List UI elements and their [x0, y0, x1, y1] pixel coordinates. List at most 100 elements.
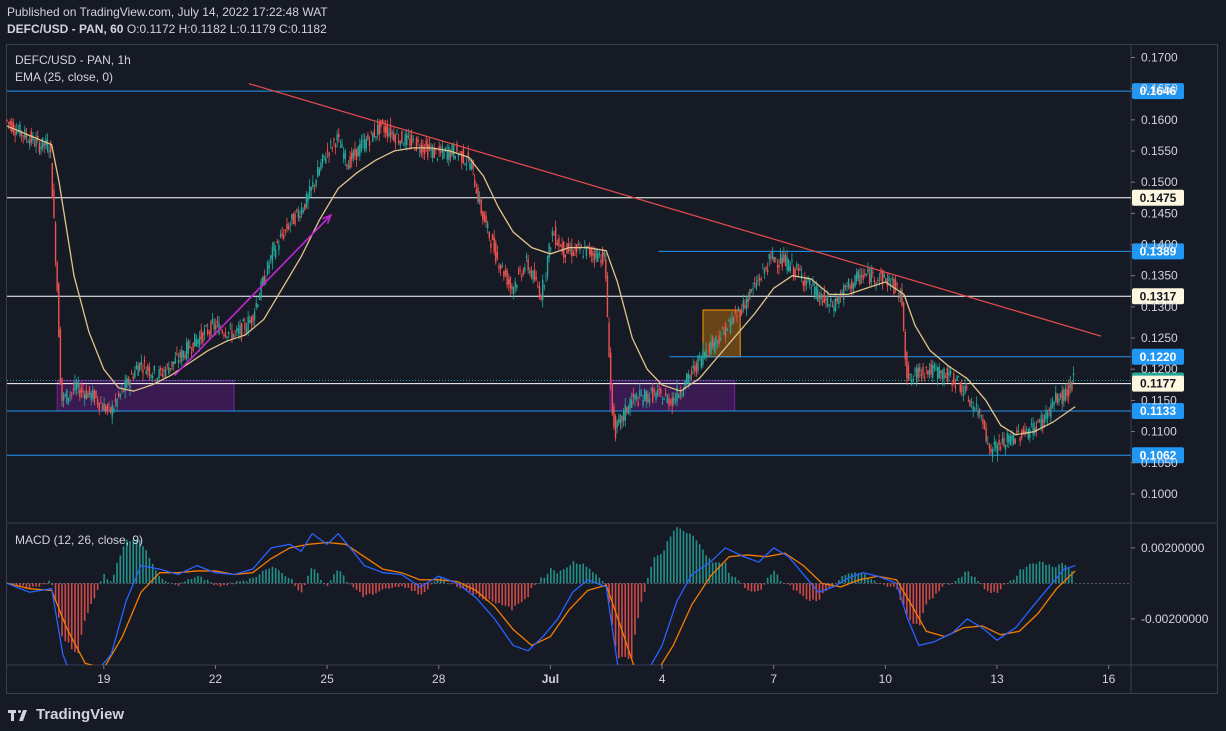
macd-histogram-bar — [125, 539, 128, 584]
macd-histogram-bar — [1051, 566, 1054, 584]
candle-body — [284, 230, 287, 232]
macd-histogram-bar — [1032, 563, 1034, 584]
macd-histogram-bar — [70, 583, 73, 650]
candle-body — [1069, 382, 1072, 388]
candle-body — [436, 158, 439, 160]
candle-body — [571, 245, 573, 257]
candle-body — [268, 264, 270, 269]
candle-body — [878, 277, 881, 279]
candle-body — [912, 379, 915, 381]
candle-body — [572, 252, 575, 256]
open-label: O: — [126, 22, 140, 36]
candle-body — [996, 445, 999, 455]
candle-body — [666, 395, 669, 404]
candle-body — [862, 274, 864, 280]
candle-body — [542, 279, 544, 300]
candle-body — [778, 264, 780, 268]
macd-histogram-bar — [585, 566, 588, 584]
macd-histogram-bar — [592, 572, 594, 584]
candle-body — [823, 291, 826, 303]
candle-body — [786, 256, 788, 271]
candle-body — [990, 448, 992, 452]
candle-body — [490, 243, 492, 248]
candle-body — [1008, 435, 1010, 443]
candle-body — [482, 210, 484, 220]
candle-body — [681, 395, 683, 397]
macd-histogram-bar — [974, 577, 976, 584]
candle-body — [768, 253, 770, 260]
macd-histogram-bar — [873, 580, 876, 584]
candle-body — [137, 365, 139, 376]
candle-body — [279, 234, 282, 238]
zones-layer — [56, 309, 741, 412]
candle-body — [970, 401, 973, 403]
candle-body — [237, 328, 240, 334]
candle-body — [805, 280, 808, 284]
candle-body — [870, 268, 872, 283]
candle-body — [519, 268, 521, 272]
candle-body — [718, 335, 720, 344]
candle-body — [998, 440, 1000, 445]
macd-histogram-bar — [582, 563, 584, 584]
candle-body — [946, 368, 949, 381]
macd-histogram-bar — [867, 577, 869, 584]
candle-body — [174, 357, 177, 364]
candle-body — [585, 246, 588, 256]
macd-histogram-bar — [889, 583, 892, 587]
candle-body — [117, 392, 120, 396]
macd-histogram-bar — [679, 528, 682, 584]
macd-histogram-bar — [103, 573, 105, 584]
candle-body — [74, 381, 76, 391]
candle-body — [399, 141, 401, 146]
candle-body — [310, 186, 312, 191]
macd-histogram-bar — [151, 563, 154, 584]
macd-histogram-bar — [462, 583, 465, 589]
candle-body — [597, 254, 599, 262]
candle-body — [425, 140, 427, 147]
macd-histogram-bar — [1038, 561, 1041, 584]
candle-body — [839, 296, 842, 298]
macd-histogram-bar — [1035, 563, 1038, 584]
macd-histogram-bar — [643, 583, 646, 592]
candle-body — [126, 378, 128, 388]
candle-body — [865, 273, 868, 276]
candle-body — [902, 302, 905, 330]
candle-body — [755, 283, 758, 289]
candle-body — [516, 284, 518, 288]
macd-histogram-bar — [533, 583, 536, 586]
candle-body — [564, 254, 567, 258]
candle-body — [192, 342, 194, 352]
candle-body — [1064, 388, 1067, 401]
candle-body — [614, 415, 617, 439]
macd-histogram-bar — [527, 583, 529, 598]
macd-histogram-bar — [300, 583, 303, 593]
candle-body — [396, 133, 398, 135]
macd-histogram-bar — [999, 583, 1002, 590]
macd-histogram-bar — [805, 583, 808, 600]
level-label-box — [1132, 189, 1184, 206]
candle-body — [559, 245, 562, 247]
candle-body — [423, 147, 426, 155]
candle-body — [431, 146, 434, 158]
candle-body — [849, 286, 851, 289]
candle-body — [41, 137, 44, 149]
macd-histogram-bar — [252, 577, 254, 584]
candle-body — [864, 274, 866, 276]
candle-body — [888, 276, 890, 281]
candle-body — [409, 138, 411, 147]
candle-body — [909, 374, 911, 376]
candle-body — [689, 375, 691, 379]
candle-body — [788, 260, 790, 272]
candle-body — [687, 373, 690, 385]
macd-histogram-bar — [271, 566, 274, 584]
macd-histogram-bar — [388, 583, 390, 589]
macd-histogram-bar — [1029, 563, 1031, 584]
candle-body — [938, 367, 940, 379]
candle-body — [163, 369, 165, 372]
candle-body — [917, 368, 919, 378]
candle-body — [166, 364, 168, 366]
candle-body — [1038, 420, 1041, 422]
symbol-label: DEFC/USD - PAN, 60 — [7, 22, 124, 36]
tradingview-brand[interactable]: TradingView — [8, 706, 124, 723]
